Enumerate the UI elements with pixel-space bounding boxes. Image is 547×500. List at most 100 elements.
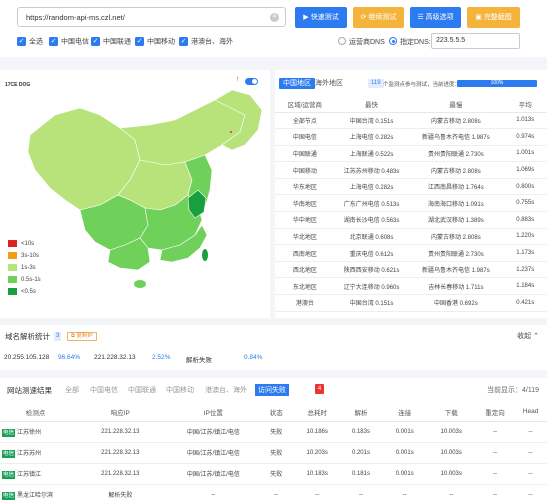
map-region-hainan [134, 280, 146, 288]
dns-input[interactable]: 223.5.5.5 [431, 33, 520, 49]
table-cell: 贵州贵阳联通 2.730s [408, 145, 504, 163]
filter-unicom[interactable]: ✓ 中国联通 [91, 37, 131, 46]
table-row: 东北地区 辽宁大连移动 0.960s 吉林长春移动 1.711s 1.184s [275, 277, 547, 296]
table-cell: 上海联通 0.522s [334, 145, 409, 163]
tab-mobile[interactable]: 中国移动 [166, 387, 194, 394]
node-cell: 电信 江苏徐州 [0, 421, 72, 443]
table-cell-redir: -- [475, 484, 515, 500]
radio-isp-dns[interactable]: 运营商DNS [338, 37, 385, 47]
results-table-header: Head [514, 403, 547, 422]
dns-item-pct: 96.64% [58, 354, 81, 361]
camera-icon: ▣ [475, 14, 482, 21]
tab-failed[interactable]: 访问失败 [255, 384, 289, 396]
table-cell: 辽宁大连移动 0.960s [334, 277, 409, 296]
table-cell-ip: 221.228.32.13 [71, 421, 170, 443]
table-cell-head: -- [514, 463, 547, 485]
table-cell-redir: -- [475, 442, 515, 464]
tab-unicom[interactable]: 中国联通 [128, 387, 156, 394]
node-name[interactable]: 黑龙江哈尔滨 [17, 492, 54, 499]
node-name[interactable]: 江苏苏州 [17, 450, 42, 457]
table-cell: 0.883s [503, 211, 547, 229]
check-icon[interactable]: ✓ [49, 37, 58, 46]
tab-overseas[interactable]: 海外地区 [315, 80, 343, 87]
radio-icon[interactable] [389, 37, 397, 46]
progress-fill: 100% [457, 80, 537, 87]
dns-stats-panel: 域名解析统计 3 ⧉ 复制IP 收起 ⌃ 20.255.105.128 96.6… [0, 325, 547, 370]
table-row: 电信 江苏苏州 221.228.32.13 中国/江苏/镇江/电信 失败 10.203s 0… [0, 442, 547, 464]
table-row: 港澳台 中国台湾 0.151s 中国香港 0.692s 0.421s [275, 294, 547, 312]
filter-mobile[interactable]: ✓ 中国移动 [135, 37, 175, 46]
table-cell-head: -- [514, 484, 547, 500]
check-icon[interactable]: ✓ [135, 37, 144, 46]
table-row: 西南地区 重庆电信 0.612s 贵州贵阳联通 2.730s 1.173s [275, 244, 547, 262]
table-cell: 西北地区 [275, 261, 335, 279]
results-table-header: 状态 [257, 403, 296, 422]
region-table-header: 最慢 [408, 96, 504, 113]
url-input[interactable]: https://random-api-ms.czl.net/ ✕ [17, 7, 286, 27]
filter-telecom[interactable]: ✓ 中国电信 [49, 37, 89, 46]
quick-test-button[interactable]: ▶ 快速测试 [295, 7, 347, 28]
fail-count-badge: 4 [315, 384, 324, 394]
table-cell: 0.755s [503, 194, 547, 213]
table-cell: 1.069s [503, 161, 547, 179]
results-title: 网站测速结果 [7, 386, 52, 395]
table-cell: 贵州贵阳联通 2.730s [408, 244, 504, 262]
table-cell-total: -- [295, 484, 340, 500]
copy-icon: ⧉ [71, 333, 75, 339]
table-cell-head: -- [514, 421, 547, 443]
filter-overseas[interactable]: ✓ 港澳台、海外 [179, 37, 233, 46]
table-cell-status: 失败 [257, 421, 296, 443]
advanced-options-button[interactable]: ☰ 高级选项 [410, 7, 461, 28]
region-table-header: 平均 [503, 96, 547, 113]
node-name[interactable]: 江苏镇江 [17, 471, 42, 478]
table-cell-head: -- [514, 442, 547, 464]
map-toggle[interactable] [245, 78, 258, 85]
logo: 17CE DOG [5, 82, 31, 88]
table-cell-dns: -- [339, 484, 383, 500]
check-icon[interactable]: ✓ [179, 37, 188, 46]
isp-tag: 电信 [2, 449, 16, 458]
url-input-value[interactable]: https://random-api-ms.czl.net/ [26, 13, 125, 22]
table-cell-dl: 10.003s [426, 421, 476, 443]
table-cell: 上海电信 0.282s [334, 128, 409, 146]
copy-ip-button[interactable]: ⧉ 复制IP [67, 332, 97, 341]
check-icon[interactable]: ✓ [91, 37, 100, 46]
table-cell: 1.013s [503, 112, 547, 130]
collapse-button[interactable]: 收起 ⌃ [517, 333, 539, 340]
tab-china[interactable]: 中国地区 [279, 78, 315, 89]
table-cell: 华中地区 [275, 211, 335, 229]
legend-item: 3s-10s [8, 252, 41, 262]
filter-select-all[interactable]: ✓ 全选 [17, 37, 43, 46]
progress-bar: 100% [457, 80, 537, 87]
clear-icon[interactable]: ✕ [270, 13, 279, 22]
dns-stats-title: 域名解析统计 [5, 332, 50, 341]
node-name[interactable]: 江苏徐州 [17, 429, 42, 436]
chevron-up-icon: ⌃ [533, 333, 539, 340]
refresh-icon: ⟳ [360, 14, 367, 21]
tab-all[interactable]: 全部 [65, 387, 79, 394]
table-cell: 陕西西安移动 0.621s [334, 261, 409, 279]
results-table-header: IP位置 [169, 403, 258, 422]
radio-custom-dns[interactable]: 指定DNS: [389, 37, 431, 47]
table-cell-loc: -- [169, 484, 258, 500]
radio-icon[interactable] [338, 37, 346, 46]
map-panel: 17CE DOG ↑ <10s 3s-10s 1s-3s 0.5s-1s <0.… [0, 70, 270, 318]
results-table-header: 解析 [339, 403, 383, 422]
full-screenshot-button[interactable]: ▣ 完整截图 [467, 7, 520, 28]
table-cell-redir: -- [475, 463, 515, 485]
table-cell: 0.800s [503, 178, 547, 196]
table-row: 中国电信 上海电信 0.282s 新疆乌鲁木齐电信 1.987s 0.974s [275, 128, 547, 146]
continue-test-button[interactable]: ⟳ 继续测试 [353, 7, 404, 28]
tab-overseas[interactable]: 港澳台、海外 [205, 387, 247, 394]
table-cell: 广东广州电信 0.513s [334, 194, 409, 213]
tab-telecom[interactable]: 中国电信 [90, 387, 118, 394]
table-row: 中国移动 江苏苏州移动 0.483s 内蒙古移动 2.808s 1.069s [275, 161, 547, 179]
node-cell: 电信 黑龙江哈尔滨 [0, 484, 72, 500]
table-cell: 吉林长春移动 1.711s [408, 277, 504, 296]
map-region-taiwan [202, 249, 208, 261]
region-table-header: 区域/运营商 [275, 96, 335, 113]
table-cell-ip: 221.228.32.13 [71, 442, 170, 464]
table-cell: 中国台湾 0.151s [334, 112, 409, 130]
legend-item: 0.5s-1s [8, 276, 41, 286]
check-icon[interactable]: ✓ [17, 37, 26, 46]
